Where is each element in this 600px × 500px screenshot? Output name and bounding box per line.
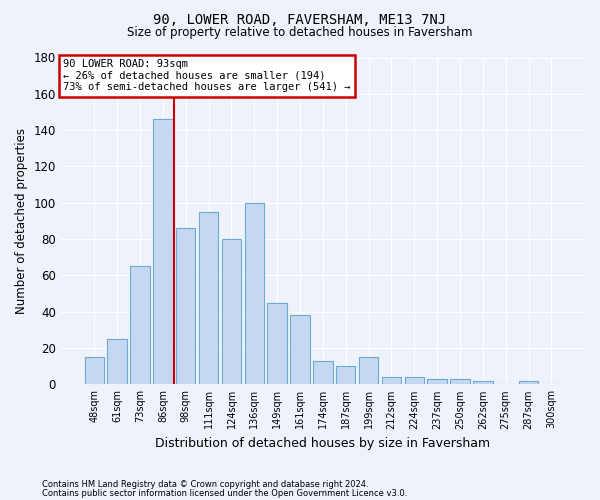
Text: Contains public sector information licensed under the Open Government Licence v3: Contains public sector information licen… [42, 488, 407, 498]
Text: Contains HM Land Registry data © Crown copyright and database right 2024.: Contains HM Land Registry data © Crown c… [42, 480, 368, 489]
Y-axis label: Number of detached properties: Number of detached properties [15, 128, 28, 314]
Text: 90 LOWER ROAD: 93sqm
← 26% of detached houses are smaller (194)
73% of semi-deta: 90 LOWER ROAD: 93sqm ← 26% of detached h… [64, 59, 351, 92]
Bar [519, 380, 538, 384]
Bar [176, 228, 196, 384]
Bar [382, 377, 401, 384]
Bar [359, 357, 379, 384]
Bar [404, 377, 424, 384]
Bar [199, 212, 218, 384]
Bar [427, 379, 447, 384]
Bar [245, 202, 264, 384]
Text: 90, LOWER ROAD, FAVERSHAM, ME13 7NJ: 90, LOWER ROAD, FAVERSHAM, ME13 7NJ [154, 12, 446, 26]
Bar [222, 239, 241, 384]
Bar [313, 360, 332, 384]
Bar [290, 316, 310, 384]
Bar [451, 379, 470, 384]
Bar [473, 380, 493, 384]
Text: Size of property relative to detached houses in Faversham: Size of property relative to detached ho… [127, 26, 473, 39]
Bar [336, 366, 355, 384]
Bar [85, 357, 104, 384]
Bar [130, 266, 150, 384]
Bar [268, 302, 287, 384]
Bar [153, 119, 173, 384]
Bar [107, 339, 127, 384]
X-axis label: Distribution of detached houses by size in Faversham: Distribution of detached houses by size … [155, 437, 490, 450]
